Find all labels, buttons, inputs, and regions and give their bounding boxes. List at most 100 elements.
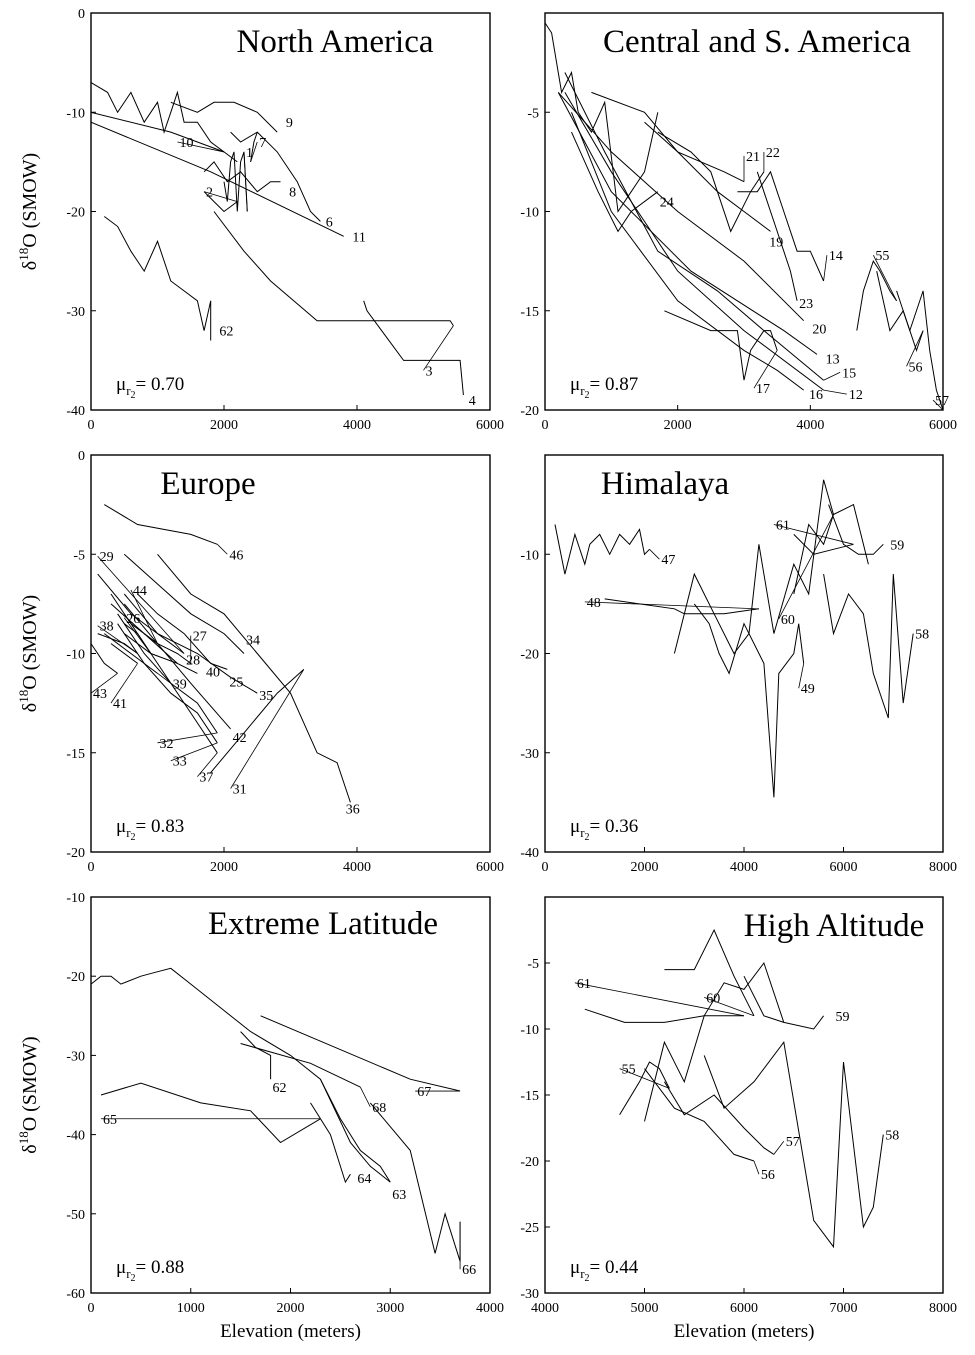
y-tick-label: -15 xyxy=(66,747,85,762)
series-label-62: 62 xyxy=(273,1081,287,1096)
series-label-31: 31 xyxy=(233,782,247,797)
y-axis-label: δ18O (SMOW) xyxy=(16,153,41,270)
x-tick-label: 5000 xyxy=(631,1301,659,1316)
label-leader-12 xyxy=(823,389,847,395)
series-label-56: 56 xyxy=(761,1168,775,1183)
label-leader-61 xyxy=(574,982,745,1017)
series-line-16 xyxy=(571,112,804,391)
series-group xyxy=(545,22,943,410)
x-tick-label: 0 xyxy=(88,418,95,433)
label-leader-46 xyxy=(217,544,228,555)
series-label-19: 19 xyxy=(769,235,783,250)
y-tick-label: -10 xyxy=(520,548,539,563)
series-label-49: 49 xyxy=(801,682,815,697)
series-line-2 xyxy=(203,191,238,213)
series-line-22 xyxy=(657,131,765,233)
panel-north-america: 0 2000 4000 6000 0 -10 -20 -30 -40 North America δ… xyxy=(16,7,504,433)
y-tick-label: -20 xyxy=(520,1155,539,1170)
series-label-64: 64 xyxy=(357,1172,371,1187)
label-leader-55 xyxy=(872,254,897,302)
series-label-59: 59 xyxy=(836,1010,850,1025)
correlation-label: μr2= 0.70 xyxy=(116,374,184,401)
plot-frame xyxy=(90,12,491,411)
label-leader-31 xyxy=(230,669,305,789)
plot-frame xyxy=(544,454,944,853)
series-label-10: 10 xyxy=(179,136,193,151)
x-tick-label: 8000 xyxy=(929,1301,957,1316)
y-tick-label: -10 xyxy=(66,648,85,663)
x-tick-label: 0 xyxy=(88,1301,95,1316)
correlation-label: μr2= 0.44 xyxy=(570,1257,639,1284)
series-label-32: 32 xyxy=(160,737,174,752)
series-label-60: 60 xyxy=(781,613,795,628)
panel-central-and-s-america: 0 2000 4000 6000 -5 -10 -15 -20 Central and S. A… xyxy=(520,12,957,433)
chart-title: High Altitude xyxy=(744,908,925,944)
series-line-57 xyxy=(896,290,943,410)
series-line-62 xyxy=(104,216,212,341)
series-line-42 xyxy=(123,603,231,730)
x-tick-label: 8000 xyxy=(929,860,957,875)
series-line-unlabeled-7 xyxy=(673,479,869,655)
label-leader-47 xyxy=(649,549,660,560)
label-leader-57 xyxy=(932,399,944,411)
x-tick-label: 3000 xyxy=(376,1301,404,1316)
y-tick-label: -40 xyxy=(66,1129,85,1144)
series-label-55: 55 xyxy=(622,1063,636,1078)
series-line-44 xyxy=(110,593,158,645)
series-label-13: 13 xyxy=(826,352,840,367)
label-leader-61 xyxy=(773,524,854,545)
series-label-38: 38 xyxy=(100,620,114,635)
series-line-48 xyxy=(604,598,759,615)
series-line-24 xyxy=(571,131,659,233)
label-leader-17 xyxy=(753,350,778,389)
series-line-12 xyxy=(564,92,824,391)
series-label-42: 42 xyxy=(233,731,247,746)
series-line-61 xyxy=(793,534,854,555)
correlation-label: μr2= 0.88 xyxy=(116,1257,184,1284)
y-tick-label: -15 xyxy=(520,1089,539,1104)
series-label-3: 3 xyxy=(426,364,433,379)
series-label-23: 23 xyxy=(799,297,813,312)
series-line-15 xyxy=(564,72,824,381)
series-label-8: 8 xyxy=(289,186,296,201)
series-label-40: 40 xyxy=(206,665,220,680)
series-line-unlabeled-11 xyxy=(91,82,238,163)
label-leader-43 xyxy=(90,673,118,694)
series-line-55 xyxy=(619,1061,670,1116)
series-line-10 xyxy=(91,111,225,153)
label-leader-32 xyxy=(157,732,218,744)
chart-title: Europe xyxy=(160,466,255,502)
x-tick-label: 2000 xyxy=(210,860,238,875)
label-leader-49 xyxy=(798,663,805,689)
label-leader-41 xyxy=(110,663,138,704)
series-label-61: 61 xyxy=(577,977,591,992)
y-tick-label: -60 xyxy=(66,1287,85,1302)
y-tick-label: -5 xyxy=(527,106,539,121)
series-label-36: 36 xyxy=(346,802,360,817)
plot-frame xyxy=(544,896,944,1294)
series-line-37 xyxy=(123,613,218,754)
series-line-unlabeled-7 xyxy=(644,961,785,1122)
series-label-22: 22 xyxy=(766,146,780,161)
label-leader-1 xyxy=(243,151,248,212)
chart-title: Central and S. America xyxy=(603,24,911,60)
series-line-1 xyxy=(223,151,248,212)
label-leader-3 xyxy=(423,325,454,371)
label-leader-39 xyxy=(157,673,172,684)
series-label-48: 48 xyxy=(587,596,601,611)
x-axis-label: Elevation (meters) xyxy=(674,1321,815,1342)
x-tick-label: 4000 xyxy=(796,418,824,433)
series-label-27: 27 xyxy=(193,630,207,645)
series-line-25 xyxy=(137,593,228,670)
label-leader-55 xyxy=(619,1068,670,1089)
series-line-65 xyxy=(100,1082,321,1144)
series-label-33: 33 xyxy=(173,755,187,770)
series-label-14: 14 xyxy=(829,249,843,264)
y-tick-label: -30 xyxy=(520,1287,539,1302)
series-line-57 xyxy=(663,1081,775,1155)
y-tick-label: -10 xyxy=(66,891,85,906)
x-tick-label: 1000 xyxy=(177,1301,205,1316)
x-tick-label: 4000 xyxy=(343,418,371,433)
series-line-20 xyxy=(557,92,805,322)
series-label-60: 60 xyxy=(706,991,720,1006)
